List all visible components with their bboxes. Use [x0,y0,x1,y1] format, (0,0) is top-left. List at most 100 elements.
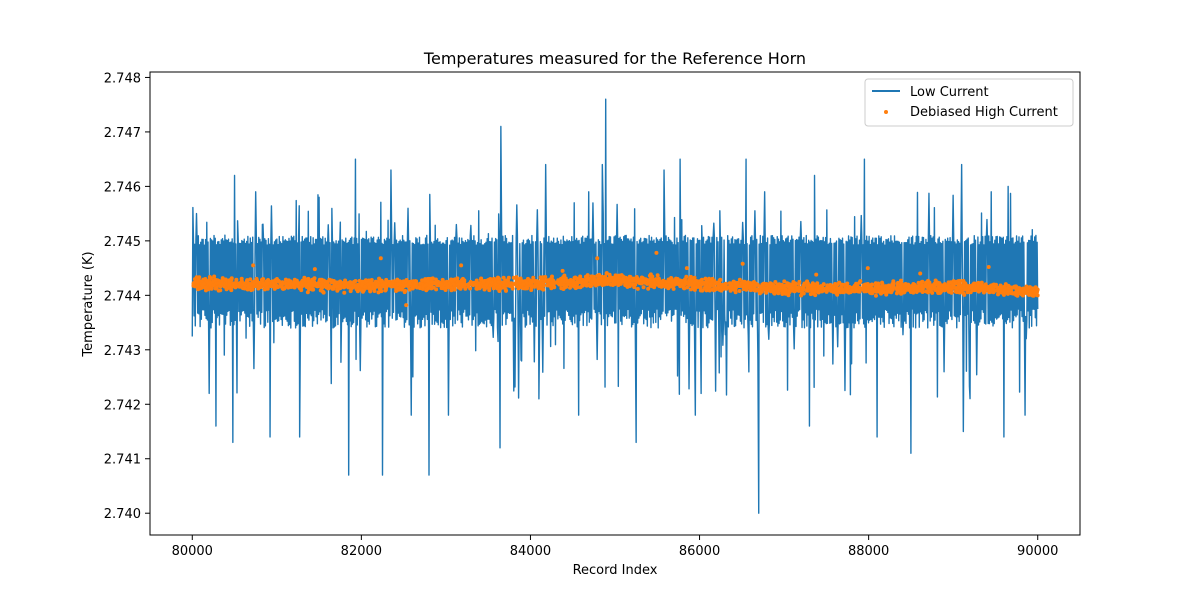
high-current-point [568,285,573,290]
high-current-point [401,280,406,284]
y-tick-label: 2.746 [104,180,141,195]
high-current-point [249,282,254,287]
high-current-point [239,276,244,281]
high-current-point [688,275,693,280]
high-current-point [868,287,873,292]
high-current-point [516,286,521,291]
high-current-point [968,290,973,295]
high-current-point [208,276,213,281]
high-current-point [352,279,357,284]
high-current-point [501,275,506,280]
high-current-point [631,278,636,283]
x-tick-label: 86000 [679,544,720,559]
high-current-point [474,282,479,287]
high-current-point [918,271,923,276]
high-current-point [584,283,589,288]
high-current-point [320,278,325,283]
high-current-point [773,284,778,289]
high-current-point [360,282,365,287]
y-axis-label: Temperature (K) [81,251,96,357]
high-current-point [374,284,379,289]
high-current-point [355,284,360,289]
high-current-point [229,288,234,293]
high-current-point [684,274,689,279]
high-current-point [234,277,239,282]
high-current-point [502,280,507,285]
high-current-point [300,281,305,286]
high-current-point [740,284,745,289]
high-current-point [745,281,750,286]
high-current-point [195,281,200,285]
high-current-point [1010,285,1015,290]
high-current-point [200,283,205,288]
y-tick-label: 2.743 [104,344,141,359]
high-current-point [449,288,454,293]
high-current-point [377,276,382,281]
high-current-point [648,272,653,277]
high-current-point [395,277,400,282]
high-current-point [431,285,436,290]
high-current-point [919,283,924,288]
high-current-point [410,286,415,291]
high-current-point [251,263,256,268]
high-current-point [531,275,536,280]
high-current-point [919,280,924,285]
high-current-point [854,288,859,293]
high-current-point [800,286,805,291]
high-current-point [489,280,494,285]
high-current-point [996,292,1001,297]
high-current-point [1002,284,1007,289]
high-current-point [625,284,630,289]
high-current-point [1017,288,1022,293]
high-current-point [704,284,709,289]
high-current-point [310,287,315,292]
high-current-point [654,250,659,255]
high-current-point [440,277,445,282]
high-current-point [999,284,1004,289]
high-current-point [380,283,385,288]
high-current-point [835,287,840,292]
high-current-point [254,283,259,288]
high-current-point [367,285,372,290]
high-current-point [835,292,840,297]
high-current-point [209,286,214,291]
legend-label-debiased-high-current: Debiased High Current [910,105,1058,120]
high-current-point [986,265,991,269]
high-current-point [474,278,479,283]
high-current-point [439,281,444,286]
high-current-point [227,278,232,283]
high-current-point [538,275,543,280]
high-current-point [357,287,362,292]
high-current-point [1006,286,1011,291]
high-current-point [491,286,496,291]
high-current-point [809,283,814,288]
x-tick-label: 82000 [341,544,382,559]
y-tick-label: 2.745 [104,235,141,250]
high-current-point [637,278,642,283]
high-current-point [245,278,250,283]
high-current-point [335,284,340,289]
high-current-point [699,277,704,282]
high-current-point [795,285,800,290]
legend-dot-swatch [884,110,888,114]
high-current-point [413,279,418,284]
high-current-point [327,283,332,288]
high-current-point [734,283,739,288]
high-current-point [568,279,573,284]
high-current-point [863,282,868,287]
high-current-point [951,283,956,288]
y-tick-label: 2.740 [104,507,141,522]
high-current-point [517,279,522,284]
high-current-point [816,287,821,292]
high-current-point [286,278,291,283]
chart-title: Temperatures measured for the Reference … [423,49,806,68]
legend-label-low-current: Low Current [910,85,989,100]
high-current-point [399,287,404,292]
high-current-point [265,286,270,291]
high-current-point [435,283,440,288]
high-current-point [649,282,654,287]
high-current-point [898,278,903,283]
high-current-point [265,281,270,286]
high-current-point [816,290,821,295]
high-current-point [875,285,880,290]
